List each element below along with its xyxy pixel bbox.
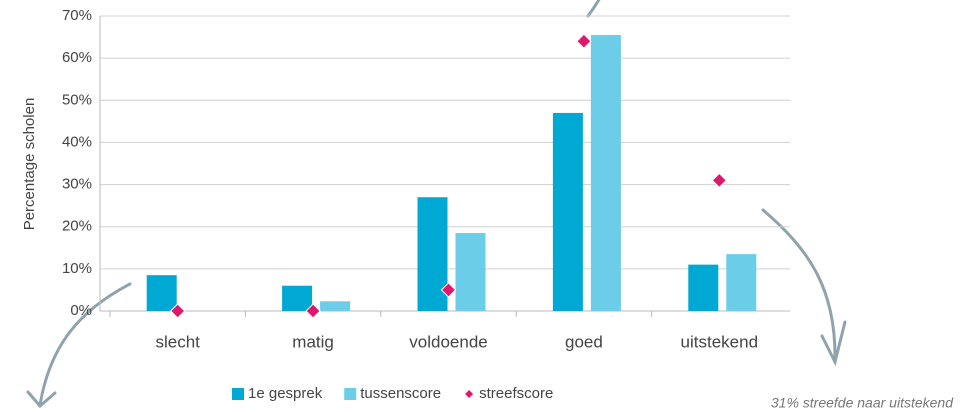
y-tick-label: 40% (62, 133, 92, 150)
legend-swatch (232, 388, 244, 400)
diamond-marker (440, 282, 457, 298)
decor-arrow (761, 208, 847, 367)
bar (146, 275, 177, 311)
bar (455, 233, 486, 311)
y-tick-label: 50% (62, 91, 92, 108)
y-axis-label: Percentage scholen (21, 98, 38, 231)
decor-arrow (586, 0, 601, 18)
bar (590, 34, 621, 311)
annotation: 31% streefde naar uitstekend (771, 395, 954, 411)
x-tick-label: matig (292, 332, 334, 351)
y-tick-label: 0% (70, 302, 92, 319)
decor-arrow (26, 282, 132, 409)
y-tick-label: 30% (62, 176, 92, 193)
y-tick-label: 70% (62, 7, 92, 24)
legend-label: 1e gesprek (248, 385, 323, 402)
diamond-marker (711, 172, 728, 189)
bar (282, 285, 313, 311)
diamond-marker (169, 303, 186, 319)
bar (726, 254, 757, 311)
bar (417, 197, 448, 311)
bar (688, 264, 719, 311)
y-tick-label: 10% (62, 260, 92, 277)
x-tick-label: goed (565, 332, 603, 351)
x-tick-label: uitstekend (681, 332, 759, 351)
bar (320, 301, 351, 311)
diamond-marker (305, 303, 321, 319)
legend-label: streefscore (479, 385, 553, 402)
legend-label: tussenscore (360, 385, 441, 402)
y-tick-label: 60% (62, 49, 92, 66)
legend-swatch (344, 388, 357, 400)
y-tick-label: 20% (62, 218, 92, 235)
x-tick-label: slecht (155, 332, 200, 351)
x-tick-label: voldoende (409, 332, 487, 351)
bar (552, 112, 583, 311)
diamond-marker (576, 33, 592, 49)
legend-marker (465, 390, 474, 398)
